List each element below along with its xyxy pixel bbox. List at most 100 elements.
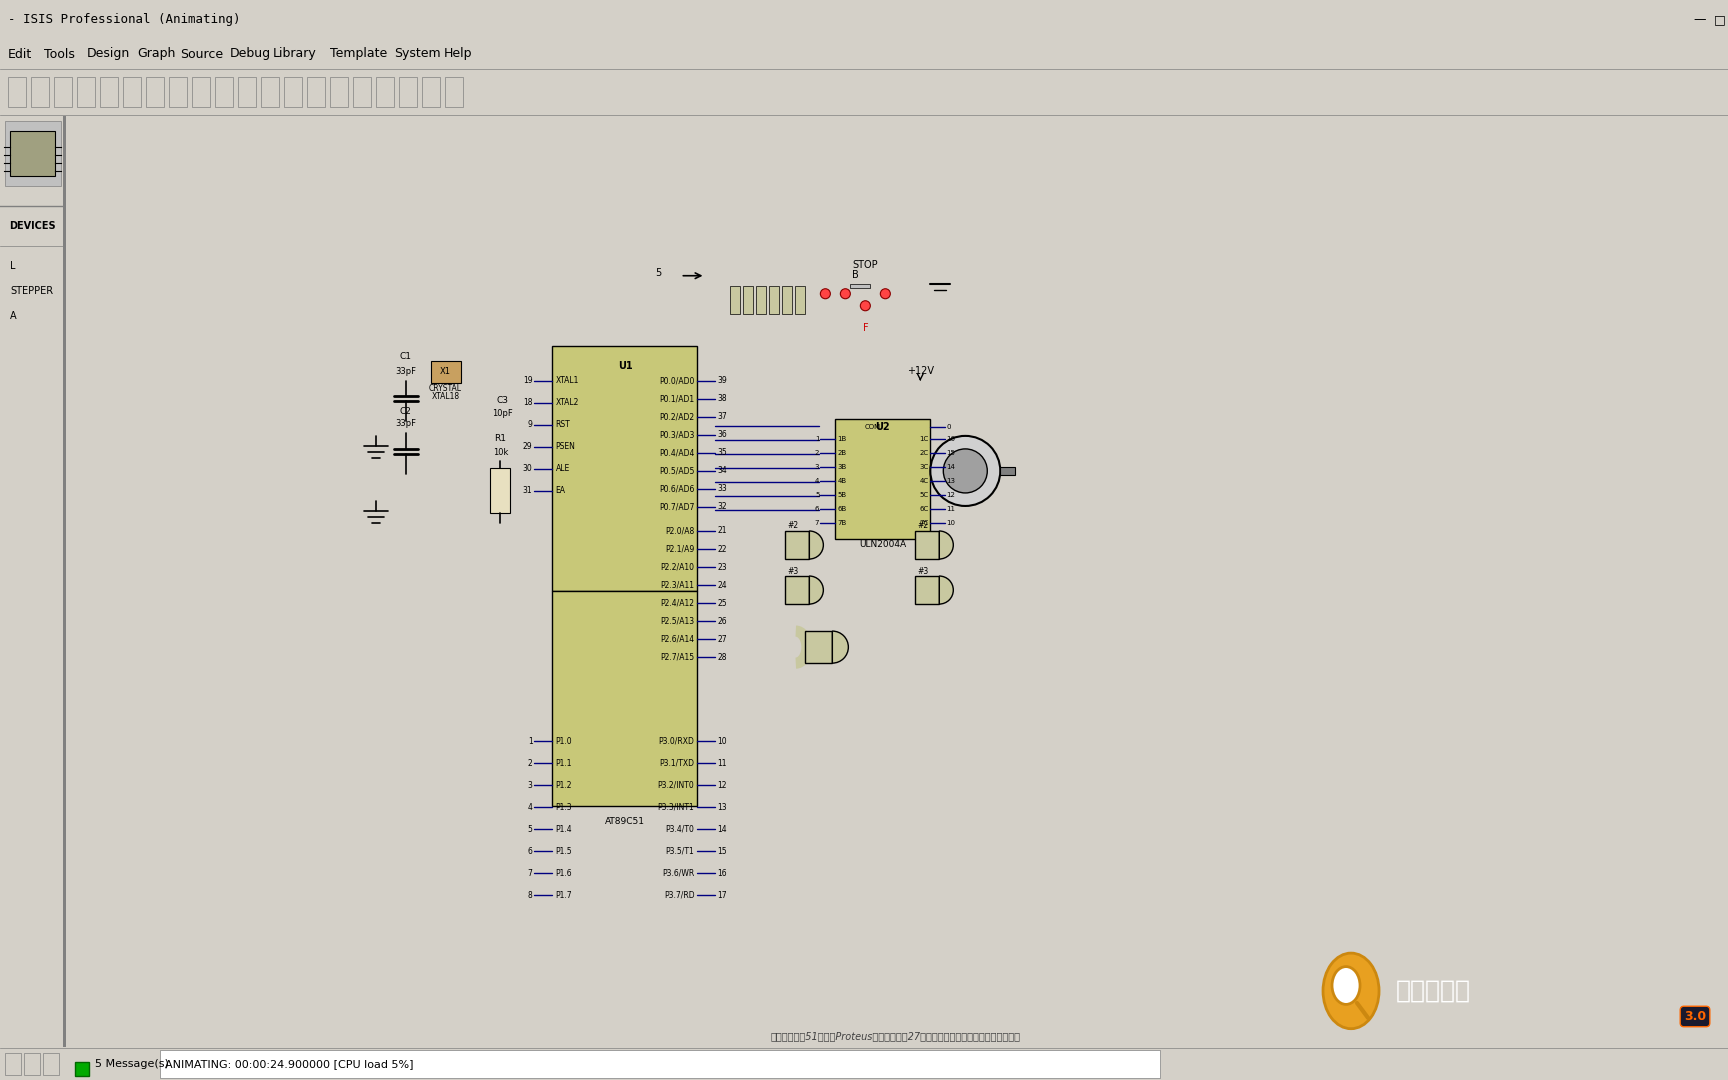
Text: 10: 10 <box>717 737 727 745</box>
Text: - ISIS Professional (Animating): - ISIS Professional (Animating) <box>9 13 240 27</box>
Text: A: A <box>10 311 17 321</box>
Text: 27: 27 <box>717 635 727 644</box>
Text: C2: C2 <box>399 407 411 416</box>
Text: PSEN: PSEN <box>555 443 575 451</box>
Text: 11: 11 <box>947 505 956 512</box>
Text: U2: U2 <box>876 422 890 432</box>
Bar <box>5 1053 21 1075</box>
Bar <box>161 1050 1159 1078</box>
Text: P3.1/TXD: P3.1/TXD <box>660 759 695 768</box>
Bar <box>62 116 66 1047</box>
Bar <box>353 77 372 108</box>
Text: System: System <box>394 48 441 60</box>
Text: 3: 3 <box>816 464 819 470</box>
Text: Help: Help <box>444 48 472 60</box>
Text: 6B: 6B <box>838 505 847 512</box>
Text: P2.2/A10: P2.2/A10 <box>660 563 695 571</box>
Text: P0.5/AD5: P0.5/AD5 <box>658 467 695 475</box>
Text: 37: 37 <box>717 413 727 421</box>
Text: 4B: 4B <box>838 478 847 484</box>
Bar <box>100 77 118 108</box>
Text: P1.5: P1.5 <box>555 847 572 855</box>
Text: 13: 13 <box>717 802 727 812</box>
Text: 35: 35 <box>717 448 727 458</box>
Text: 3C: 3C <box>919 464 928 470</box>
Text: □: □ <box>1714 13 1726 27</box>
Bar <box>743 286 753 314</box>
Text: 5: 5 <box>816 492 819 498</box>
Bar <box>731 286 740 314</box>
Bar <box>192 77 211 108</box>
Text: P2.7/A15: P2.7/A15 <box>660 652 695 662</box>
Text: ULN2004A: ULN2004A <box>859 540 907 549</box>
Text: P3.2/INT0: P3.2/INT0 <box>658 781 695 789</box>
Bar <box>795 286 805 314</box>
Text: P2.0/A8: P2.0/A8 <box>665 526 695 536</box>
Text: P1.7: P1.7 <box>555 891 572 900</box>
Text: P3.0/RXD: P3.0/RXD <box>658 737 695 745</box>
Text: 33pF: 33pF <box>396 419 416 428</box>
Bar <box>553 346 698 591</box>
Text: 16: 16 <box>947 436 956 442</box>
Text: 5: 5 <box>527 825 532 834</box>
Bar <box>238 77 256 108</box>
Text: 7C: 7C <box>919 519 928 526</box>
Text: 6: 6 <box>527 847 532 855</box>
Text: STOP: STOP <box>852 259 878 270</box>
Wedge shape <box>940 576 954 604</box>
Text: F: F <box>862 323 867 333</box>
Text: P1.2: P1.2 <box>555 781 572 789</box>
Text: 逗比小憨憨: 逗比小憨憨 <box>1396 978 1471 1003</box>
Text: 15: 15 <box>947 450 956 456</box>
Text: 39: 39 <box>717 376 727 386</box>
Text: 24: 24 <box>717 581 727 590</box>
Bar <box>783 286 793 314</box>
Text: P2.5/A13: P2.5/A13 <box>660 617 695 625</box>
Bar <box>916 531 940 559</box>
Bar <box>145 77 164 108</box>
Text: P0.1/AD1: P0.1/AD1 <box>660 394 695 403</box>
Text: XTAL18: XTAL18 <box>432 392 460 401</box>
Text: L: L <box>10 260 16 271</box>
Text: 33: 33 <box>717 485 727 494</box>
Text: 12: 12 <box>717 781 727 789</box>
Circle shape <box>943 449 987 492</box>
Text: P2.1/A9: P2.1/A9 <box>665 544 695 554</box>
Text: 2B: 2B <box>838 450 847 456</box>
Bar <box>54 77 73 108</box>
Text: Graph: Graph <box>137 48 175 60</box>
Text: 0: 0 <box>947 423 950 430</box>
Text: 15: 15 <box>717 847 727 855</box>
Bar <box>850 284 871 287</box>
Text: U1: U1 <box>617 361 632 370</box>
Text: DEVICES: DEVICES <box>10 220 55 231</box>
Text: 10: 10 <box>947 519 956 526</box>
Text: 4C: 4C <box>919 478 928 484</box>
Text: 38: 38 <box>717 394 727 403</box>
Text: Debug: Debug <box>230 48 271 60</box>
Text: 5: 5 <box>655 268 662 278</box>
Circle shape <box>821 288 831 299</box>
Bar <box>805 631 833 663</box>
Bar <box>422 77 441 108</box>
Text: 28: 28 <box>717 652 727 662</box>
Text: XTAL1: XTAL1 <box>555 376 579 386</box>
Text: P3.5/T1: P3.5/T1 <box>665 847 695 855</box>
Text: 11: 11 <box>717 759 727 768</box>
Text: P2.6/A14: P2.6/A14 <box>660 635 695 644</box>
Text: CRYSTAL: CRYSTAL <box>429 383 461 393</box>
Text: 36: 36 <box>717 431 727 440</box>
Text: Tools: Tools <box>43 48 74 60</box>
Text: 26: 26 <box>717 617 727 625</box>
Text: R1: R1 <box>494 434 506 443</box>
Bar <box>283 77 302 108</box>
Text: 14: 14 <box>717 825 727 834</box>
Bar <box>835 419 930 539</box>
Text: STEPPER: STEPPER <box>10 286 54 296</box>
Bar <box>9 77 26 108</box>
Bar <box>430 361 460 382</box>
Bar <box>123 77 142 108</box>
Bar <box>31 77 48 108</box>
Bar <box>78 77 95 108</box>
Text: 5C: 5C <box>919 492 928 498</box>
